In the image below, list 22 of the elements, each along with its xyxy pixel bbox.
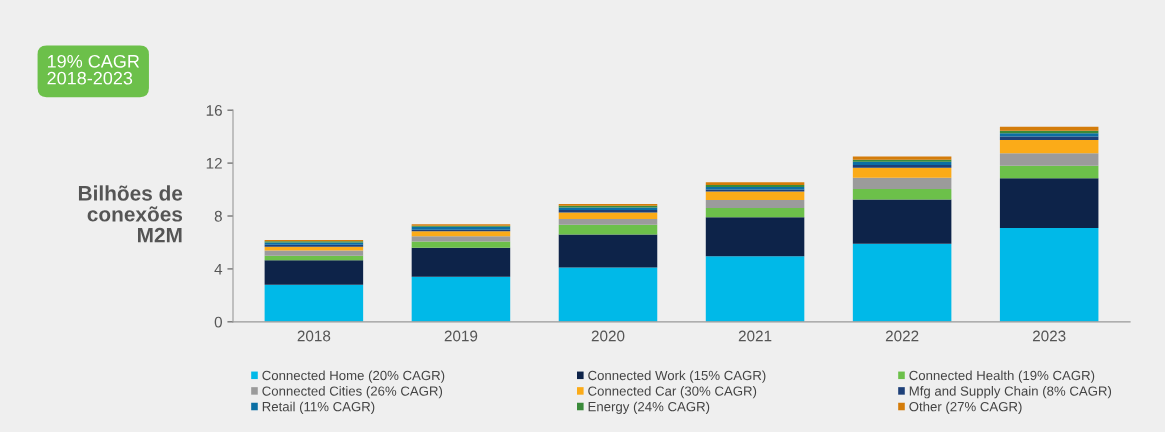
y-tick-label: 16 (206, 105, 222, 116)
x-tick-label: 2021 (738, 330, 772, 342)
legend-label: Connected Car (30% CAGR) (588, 386, 757, 399)
x-tick-label: 2023 (1032, 330, 1066, 342)
y-axis-title: Bilhões de conexões M2M (78, 185, 183, 243)
legend-label: Connected Health (19% CAGR) (909, 370, 1095, 383)
legend-label: Mfg and Supply Chain (8% CAGR) (909, 386, 1112, 399)
legend-label: Connected Home (20% CAGR) (262, 370, 445, 383)
legend-label: Connected Work (15% CAGR) (588, 370, 766, 383)
legend-label: Other (27% CAGR) (909, 401, 1022, 414)
x-tick-label: 2022 (885, 330, 919, 342)
y-tick-label: 8 (214, 210, 222, 222)
x-tick-label: 2020 (591, 330, 625, 342)
text: 19% CAGR 2018-2023 (47, 54, 140, 85)
legend-label: Connected Cities (26% CAGR) (262, 386, 443, 399)
legend-label: Energy (24% CAGR) (588, 401, 710, 414)
y-tick-label: 4 (214, 263, 223, 275)
y-tick-label: 0 (214, 316, 222, 328)
legend-label: Retail (11% CAGR) (262, 401, 375, 414)
x-tick-label: 2019 (444, 330, 478, 342)
x-tick-label: 2018 (297, 330, 331, 342)
y-tick-label: 12 (206, 157, 222, 169)
